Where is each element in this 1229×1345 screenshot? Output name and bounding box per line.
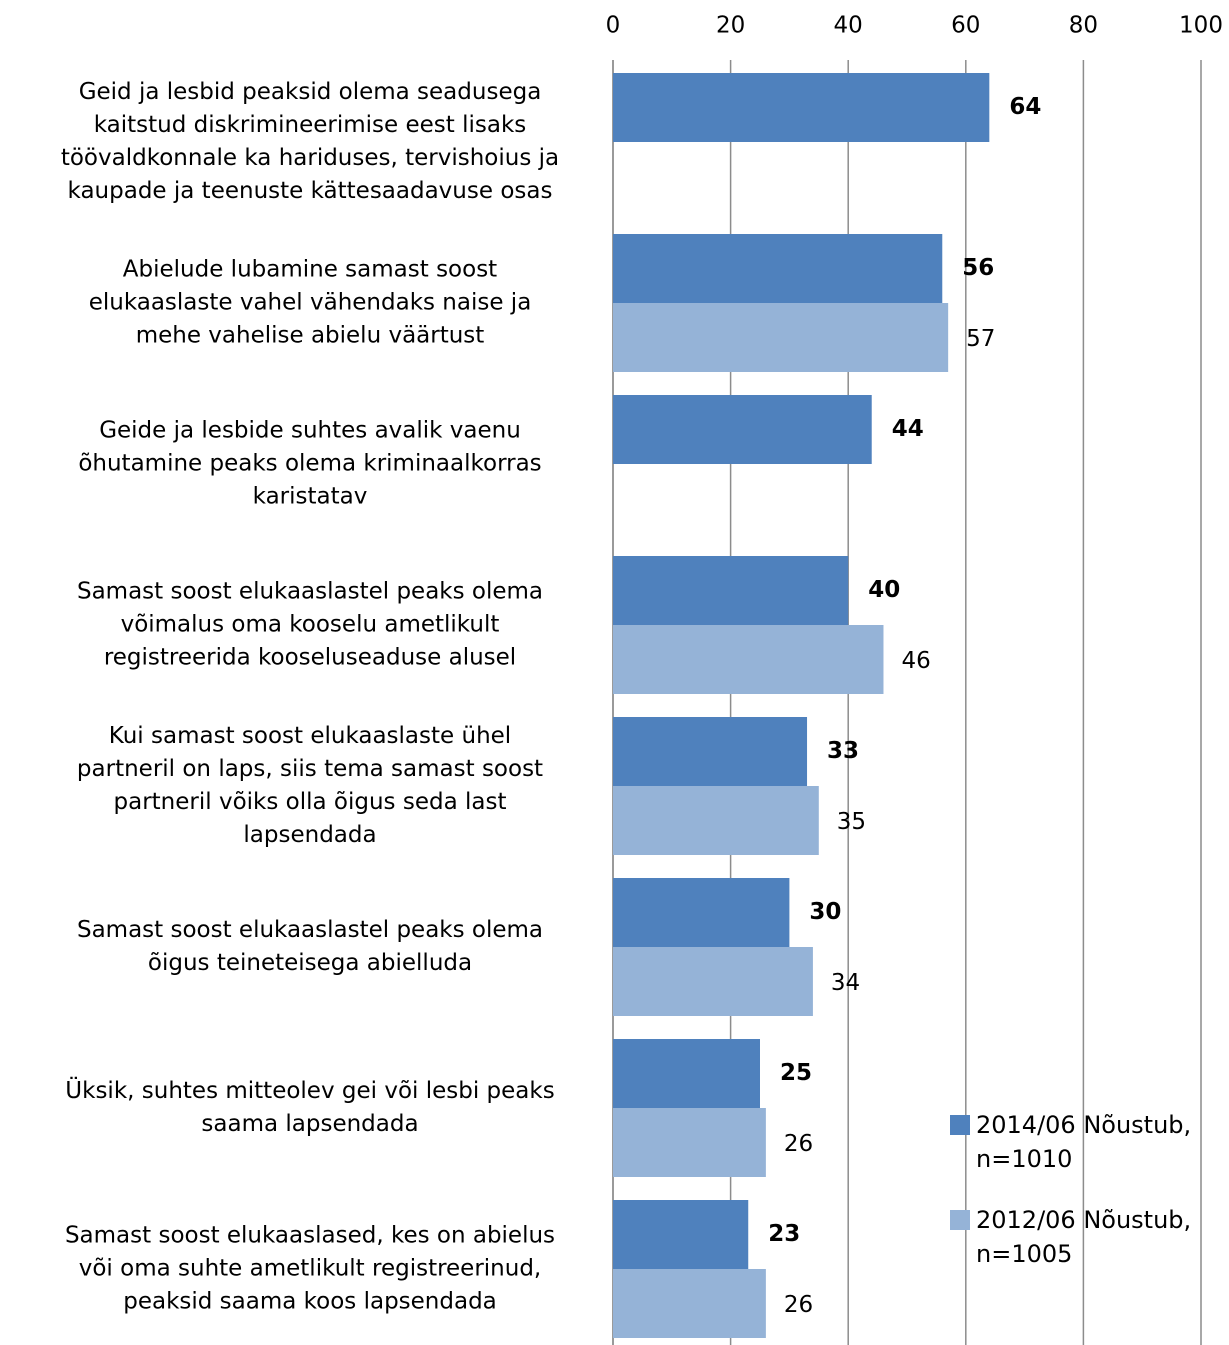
category-label: partneril võiks olla õigus seda last <box>114 789 507 815</box>
category-label: saama lapsendada <box>201 1111 418 1137</box>
legend-entry: 2012/06 Nõustub, n=1005 <box>950 1203 1220 1271</box>
value-label: 34 <box>831 970 860 996</box>
value-label: 57 <box>966 326 995 352</box>
x-tick-label: 60 <box>951 13 980 39</box>
category-label: võimalus oma kooselu ametlikult <box>121 612 500 638</box>
category-label: Samast soost elukaaslastel peaks olema <box>77 917 543 943</box>
legend-swatch <box>950 1210 970 1230</box>
bar <box>613 395 872 464</box>
bar <box>613 73 990 142</box>
bar <box>613 947 813 1016</box>
bar <box>613 878 790 947</box>
category-label: Samast soost elukaaslased, kes on abielu… <box>65 1223 555 1249</box>
category-label: õhutamine peaks olema kriminaalkorras <box>78 451 541 477</box>
legend-swatch <box>950 1115 970 1135</box>
bar <box>613 556 849 625</box>
bar <box>613 234 943 303</box>
value-label: 44 <box>892 416 924 442</box>
category-label: registreerida kooseluseaduse alusel <box>104 645 516 671</box>
value-label: 33 <box>827 738 859 764</box>
category-label: Üksik, suhtes mitteolev gei või lesbi pe… <box>65 1076 554 1104</box>
bar <box>613 786 819 855</box>
x-tick-label: 0 <box>606 13 621 39</box>
value-label: 26 <box>784 1131 813 1157</box>
bar <box>613 1269 766 1338</box>
value-label: 30 <box>809 899 841 925</box>
value-label: 56 <box>962 255 994 281</box>
category-label: karistatav <box>253 484 368 510</box>
x-tick-label: 20 <box>716 13 745 39</box>
category-label: kaitstud diskrimineerimise eest lisaks <box>94 112 527 138</box>
category-label: Geide ja lesbide suhtes avalik vaenu <box>99 418 521 444</box>
category-label: töövaldkonnale ka hariduses, tervishoius… <box>61 145 559 171</box>
bar <box>613 625 884 694</box>
category-label: õigus teineteisega abielluda <box>148 950 472 976</box>
bar <box>613 1200 749 1269</box>
bar <box>613 1108 766 1177</box>
legend-label: 2014/06 Nõustub, n=1010 <box>976 1111 1192 1173</box>
value-label: 35 <box>837 809 866 835</box>
value-label: 25 <box>780 1060 812 1086</box>
x-tick-label: 100 <box>1179 13 1223 39</box>
bar <box>613 717 808 786</box>
category-label: partneril on laps, siis tema samast soos… <box>77 756 543 782</box>
value-label: 40 <box>868 577 900 603</box>
category-label: või oma suhte ametlikult registreerinud, <box>79 1256 542 1282</box>
category-label: mehe vahelise abielu väärtust <box>136 323 485 349</box>
bar <box>613 1039 760 1108</box>
category-label: Geid ja lesbid peaksid olema seadusega <box>79 79 542 105</box>
category-label: Samast soost elukaaslastel peaks olema <box>77 579 543 605</box>
value-label: 26 <box>784 1292 813 1318</box>
category-label: elukaaslaste vahel vähendaks naise ja <box>89 290 532 316</box>
x-tick-label: 40 <box>834 13 863 39</box>
category-label: peaksid saama koos lapsendada <box>123 1289 497 1315</box>
category-label: Abielude lubamine samast soost <box>123 257 497 283</box>
value-label: 64 <box>1009 94 1041 120</box>
category-label: kaupade ja teenuste kättesaadavuse osas <box>68 178 553 204</box>
value-label: 23 <box>768 1221 800 1247</box>
x-tick-label: 80 <box>1069 13 1098 39</box>
legend-label: 2012/06 Nõustub, n=1005 <box>976 1206 1192 1268</box>
value-label: 46 <box>901 648 930 674</box>
legend-entry: 2014/06 Nõustub, n=1010 <box>950 1108 1220 1176</box>
category-label: lapsendada <box>243 822 376 848</box>
bar <box>613 303 949 372</box>
category-label: Kui samast soost elukaaslaste ühel <box>109 723 511 749</box>
